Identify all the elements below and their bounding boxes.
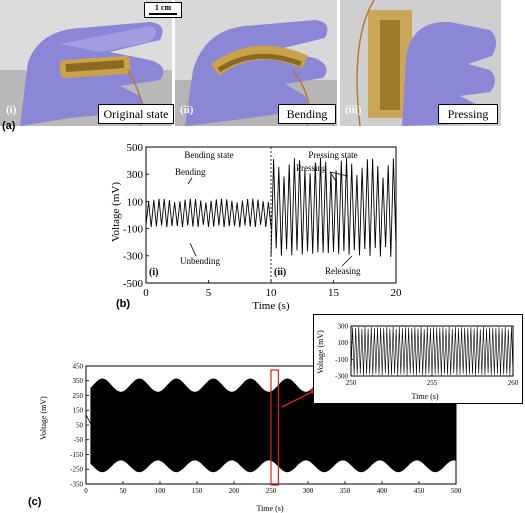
chart-inset-ytick-label: -300 (335, 372, 348, 380)
chart-b-annotation-pressing: Pressing (296, 163, 327, 173)
chart-c-ytick-label: 350 (73, 377, 84, 385)
caption-pressing: Pressing (438, 104, 498, 124)
chart-b-xtick-label: 5 (206, 287, 212, 299)
photo-roman-ii: (ii) (180, 104, 194, 116)
photo-pressing (340, 0, 501, 126)
chart-c-xtick-label: 50 (120, 487, 128, 495)
chart-c-inset-plot-area: 250 255 260 300 100 -100 -300 (335, 322, 519, 387)
chart-c-xlabel: Time (s) (256, 504, 283, 513)
chart-c-xtick-label: 400 (377, 487, 388, 495)
scale-bar-line (149, 13, 177, 15)
chart-b-series-bending (145, 198, 272, 228)
chart-inset-ytick-label: 100 (338, 339, 349, 347)
chart-inset-xtick-label: 250 (346, 379, 357, 387)
chart-c-xtick-label: 150 (192, 487, 203, 495)
chart-b-annotation-unbending: Unbending (180, 256, 220, 266)
panel-label-b: (b) (116, 298, 131, 310)
scale-bar-label: 1 cm (154, 3, 172, 12)
chart-inset-ylabel: Voltage (mV) (316, 330, 325, 374)
photo-roman-iii: (iii) (345, 104, 362, 116)
chart-inset-xlabel: Time (s) (411, 392, 438, 401)
chart-inset-ytick-label: 300 (338, 322, 349, 330)
chart-inset-xtick-label: 255 (427, 379, 438, 387)
chart-c-xtick-label: 100 (155, 487, 166, 495)
photo-roman-i: (i) (6, 104, 17, 116)
chart-c-highlight-box (270, 369, 280, 486)
chart-c-ytick-label: -150 (70, 451, 83, 459)
chart-b-ytick-label: 500 (127, 142, 144, 154)
chart-b-plot-area: 0 5 10 15 20 500 300 100 -100 -300 -500 (123, 142, 402, 299)
caption-bending: Bending (278, 104, 336, 124)
chart-b-xlabel: Time (s) (252, 300, 290, 312)
chart-b-xtick-label: 20 (391, 287, 403, 299)
chart-b-ylabel: Voltage (mV) (110, 182, 122, 242)
chart-c-xtick-label: 350 (340, 487, 351, 495)
chart-c-xtick-label: 250 (266, 487, 277, 495)
chart-b-ytick-label: 300 (127, 169, 144, 181)
chart-b-annotation-bending: Bending (175, 167, 206, 177)
chart-b-region-label-bending: Bending state (184, 150, 233, 160)
chart-b-marker-ii: (ii) (274, 267, 286, 278)
chart-b-xtick-label: 10 (266, 287, 278, 299)
chart-c-ytick-label: -250 (70, 466, 83, 474)
chart-b-series-pressing (270, 157, 397, 258)
panel-label-a: (a) (2, 120, 16, 132)
chart-b-ytick-label: -100 (123, 223, 144, 235)
chart-c-xtick-label: 450 (414, 487, 425, 495)
chart-b-annotation-releasing: Releasing (325, 266, 361, 276)
chart-c-ytick-label: 50 (76, 421, 84, 429)
panel-label-c: (c) (28, 496, 42, 508)
chart-inset-ytick-label: -100 (335, 356, 348, 364)
chart-c-xtick-label: 500 (451, 487, 462, 495)
caption-original-state: Original state (98, 104, 174, 124)
chart-b-arrows (187, 171, 353, 267)
chart-c-ytick-label: -50 (74, 436, 84, 444)
scale-bar: 1 cm (144, 2, 182, 18)
chart-b-region-label-pressing: Pressing state (308, 150, 357, 160)
chart-b-ytick-label: -300 (123, 251, 144, 263)
chart-inset-series (350, 326, 514, 376)
chart-b-marker-i: (i) (149, 267, 158, 278)
chart-c-xtick-label: 300 (303, 487, 314, 495)
chart-c-ytick-label: -350 (70, 480, 83, 488)
chart-b-xtick-label: 0 (143, 287, 149, 299)
chart-c-xtick-label: 200 (229, 487, 240, 495)
chart-inset-xtick-label: 260 (508, 379, 519, 387)
chart-c-ytick-label: 150 (73, 407, 84, 415)
photo-original-state (0, 0, 172, 126)
chart-b-ytick-label: 100 (127, 196, 144, 208)
chart-b-ytick-label: -500 (123, 278, 144, 290)
chart-c-signal-start (85, 414, 91, 424)
chart-c-ytick-label: 450 (73, 362, 84, 370)
chart-b-xtick-label: 15 (328, 287, 340, 299)
chart-c-xtick-label: 0 (84, 487, 88, 495)
chart-c-ylabel: Voltage (mV) (39, 396, 48, 440)
chart-c-ytick-label: 250 (73, 392, 84, 400)
